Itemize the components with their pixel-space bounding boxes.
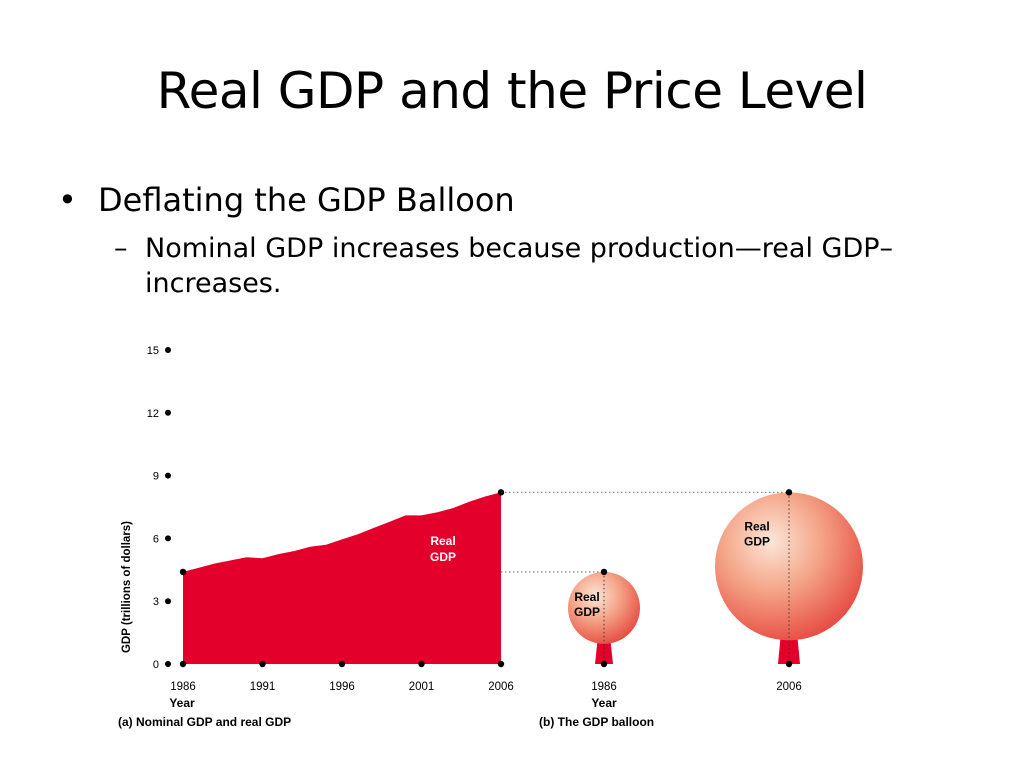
x-tick-mark [418, 660, 425, 668]
balloon-base-dot [600, 660, 608, 668]
balloon-body [715, 492, 863, 641]
y-tick-label: 3 [153, 596, 159, 608]
bullet-dot: • [58, 181, 77, 219]
slide-title: Real GDP and the Price Level [156, 62, 868, 120]
bullet-text: Deflating the GDP Balloon [98, 181, 515, 219]
balloon-base-dot [785, 660, 793, 668]
balloon-neck [778, 632, 800, 664]
x-tick-label: 1991 [250, 681, 276, 693]
x-tick-mark [179, 660, 187, 668]
y-tick-label: 12 [147, 408, 159, 420]
balloon-label: GDP [744, 534, 770, 548]
x-tick-mark [338, 660, 346, 668]
y-tick-mark [165, 598, 171, 605]
sub-bullet-item: – Nominal GDP increases because producti… [114, 231, 914, 301]
sub-bullet-dash: – [114, 233, 128, 264]
balloon-year-label: 1986 [591, 681, 617, 693]
data-point [179, 568, 187, 576]
x-tick-label: 1986 [170, 681, 196, 693]
y-tick-label: 15 [147, 345, 159, 357]
x-axis-label-a: Year [169, 696, 195, 710]
y-tick-label: 0 [153, 659, 159, 671]
real-gdp-area [183, 492, 501, 664]
y-tick-label: 6 [153, 533, 159, 545]
y-tick-mark [165, 472, 171, 479]
area-series-label-line1: Real [430, 534, 455, 548]
balloon-top-dot [785, 489, 793, 496]
y-tick-mark [165, 661, 171, 667]
y-tick-mark [165, 535, 171, 542]
x-tick-mark [259, 660, 266, 668]
y-axis-ticks: 0 3 6 9 12 15 [147, 345, 171, 671]
balloon-label: GDP [574, 605, 600, 619]
y-tick-mark [165, 409, 171, 416]
x-tick-label: 2001 [409, 681, 435, 693]
y-tick-label: 9 [153, 471, 159, 483]
balloon-year-label: 2006 [776, 681, 802, 693]
y-tick-mark [165, 347, 171, 353]
bullet-item: • Deflating the GDP Balloon [58, 181, 515, 219]
balloon-label: Real [744, 519, 769, 533]
x-tick-label: 1996 [329, 681, 355, 693]
x-axis-label-b: Year [591, 696, 617, 710]
x-tick-label: 2006 [488, 681, 514, 693]
x-axis-ticks: 1986 1991 1996 2001 2006 [170, 489, 514, 693]
sub-bullet-text: Nominal GDP increases because production… [145, 233, 894, 299]
panel-label-a: (a) Nominal GDP and real GDP [118, 715, 291, 729]
panel-label-b: (b) The GDP balloon [539, 715, 654, 729]
x-tick-mark [497, 660, 505, 668]
y-axis-label: GDP (trillions of dollars) [121, 521, 133, 653]
area-series-label-line2: GDP [430, 550, 456, 564]
balloon-top-dot [600, 568, 608, 576]
balloon-label: Real [574, 590, 599, 604]
